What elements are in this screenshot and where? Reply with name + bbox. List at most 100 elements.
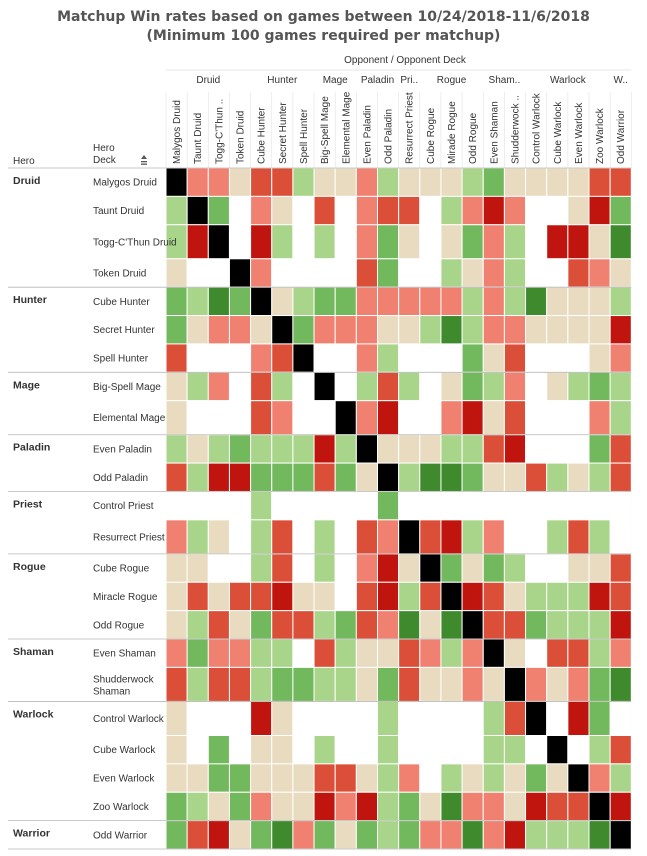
column-deck-label: Big-Spell Mage: [320, 96, 331, 164]
heatmap-cell: [271, 167, 294, 197]
heatmap-cell: [271, 638, 294, 668]
row-deck-label: Resurrect Priest: [93, 532, 165, 543]
heatmap-cell: [292, 666, 315, 702]
heatmap-cell: [377, 581, 400, 612]
heatmap-cell: [377, 434, 400, 464]
column-deck-label: Odd Rogue: [468, 112, 479, 164]
heatmap-cell: [482, 638, 505, 668]
heatmap-cell: [419, 610, 442, 640]
heatmap-cell: [355, 371, 379, 402]
heatmap-cell: [334, 400, 357, 436]
heatmap-cell: [355, 167, 379, 197]
row-deck-label: Miracle Rogue: [93, 592, 158, 603]
heatmap-cell: [377, 791, 400, 822]
heatmap-cell: [186, 315, 209, 345]
heatmap-cell: [461, 490, 484, 521]
heatmap-cell: [207, 553, 230, 583]
heatmap-cell: [250, 167, 273, 197]
heatmap-cell: [567, 581, 590, 612]
heatmap-cell: [334, 735, 357, 765]
heatmap-cell: [313, 553, 336, 583]
column-deck-label: Control Warlock: [532, 92, 543, 164]
heatmap-cell: [503, 610, 527, 640]
heatmap-cell: [228, 258, 252, 288]
heatmap-cell: [377, 490, 400, 521]
heatmap-cell: [228, 791, 252, 822]
heatmap-cell: [313, 519, 336, 555]
heatmap-cell: [461, 343, 484, 373]
heatmap-cell: [250, 638, 273, 668]
heatmap-cell: [567, 224, 590, 260]
heatmap-cell: [546, 735, 569, 765]
heatmap-cell: [228, 286, 252, 317]
heatmap-cell: [419, 371, 442, 402]
heatmap-cell: [334, 553, 357, 583]
heatmap-cell: [377, 371, 400, 402]
heatmap-cell: [377, 666, 400, 702]
heatmap-cell: [419, 490, 442, 521]
heatmap-cell: [250, 258, 273, 288]
sort-ascending-icon: [141, 155, 147, 165]
heatmap-cell: [567, 315, 590, 345]
heatmap-cell: [271, 519, 294, 555]
heatmap-cell: [546, 763, 569, 793]
heatmap-cell: [271, 666, 294, 702]
row-hero-label: Hunter: [13, 294, 47, 306]
heatmap-cell: [588, 167, 611, 197]
heatmap-cell: [250, 519, 273, 555]
heatmap-cell: [440, 791, 463, 822]
heatmap-cell: [165, 638, 188, 668]
heatmap-cell: [334, 820, 357, 850]
heatmap-cell: [292, 638, 315, 668]
heatmap-cell: [207, 400, 230, 436]
heatmap-cell: [503, 315, 527, 345]
heatmap-cell: [398, 638, 421, 668]
heatmap-cell: [228, 462, 252, 492]
heatmap-cell: [165, 195, 188, 226]
heatmap-cell: [503, 343, 527, 373]
heatmap-cell: [546, 434, 569, 464]
heatmap-cell: [292, 167, 315, 197]
column-deck-label: Even Paladin: [362, 105, 373, 164]
heatmap-cell: [377, 820, 400, 850]
heatmap-cell: [503, 666, 527, 702]
chart-title: Matchup Win rates based on games between…: [57, 9, 590, 25]
heatmap-cell: [186, 820, 209, 850]
heatmap-cell: [482, 820, 505, 850]
heatmap-cell: [440, 462, 463, 492]
heatmap-cell: [165, 735, 188, 765]
heatmap-cell: [250, 791, 273, 822]
heatmap-cell: [355, 763, 379, 793]
heatmap-cell: [588, 735, 611, 765]
heatmap-cell: [461, 195, 484, 226]
heatmap-cell: [165, 167, 188, 197]
heatmap-cell: [250, 666, 273, 702]
heatmap-cell: [567, 666, 590, 702]
row-hero-label: Druid: [13, 175, 40, 187]
heatmap-cell: [609, 462, 632, 492]
heatmap-cell: [398, 434, 421, 464]
heatmap-cell: [207, 735, 230, 765]
heatmap-cell: [292, 581, 315, 612]
row-deck-label: Even Warlock: [93, 774, 155, 785]
heatmap-cell: [503, 638, 527, 668]
heatmap-cell: [461, 638, 484, 668]
heatmap-cell: [609, 400, 632, 436]
heatmap-cell: [503, 700, 527, 737]
heatmap-cell: [567, 638, 590, 668]
heatmap-cell: [546, 610, 569, 640]
heatmap-cell: [461, 735, 484, 765]
heatmap-cell: [567, 343, 590, 373]
heatmap-cell: [334, 258, 357, 288]
heatmap-cell: [250, 224, 273, 260]
heatmap-cell: [525, 791, 548, 822]
heatmap-cell: [525, 553, 548, 583]
sort-bar-icon: [141, 161, 147, 163]
heatmap-cell: [313, 315, 336, 345]
heatmap-cell: [271, 400, 294, 436]
heatmap-cell: [377, 519, 400, 555]
row-deck-label: Secret Hunter: [93, 325, 155, 336]
heatmap-cell: [525, 820, 548, 850]
heatmap-cell: [228, 315, 252, 345]
heatmap-cell: [250, 581, 273, 612]
